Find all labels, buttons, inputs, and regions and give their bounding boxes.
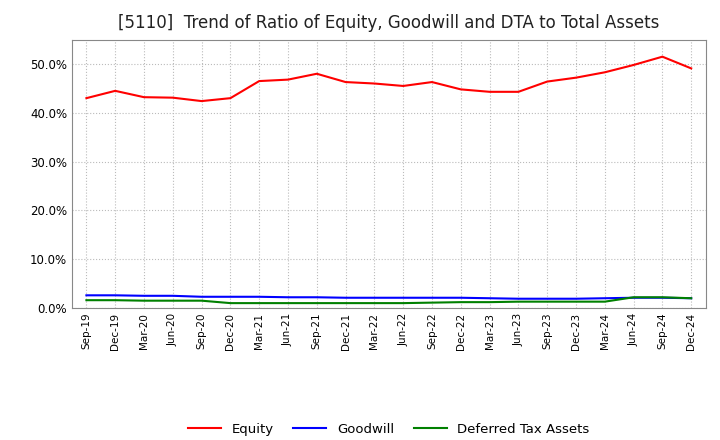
Equity bbox=[600, 70, 609, 75]
Deferred Tax Assets bbox=[572, 299, 580, 304]
Equity bbox=[312, 71, 321, 77]
Equity bbox=[341, 79, 350, 84]
Deferred Tax Assets bbox=[543, 299, 552, 304]
Equity bbox=[485, 89, 494, 95]
Equity bbox=[226, 95, 235, 101]
Goodwill bbox=[168, 293, 177, 298]
Equity bbox=[284, 77, 292, 82]
Equity bbox=[140, 95, 148, 100]
Equity bbox=[456, 87, 465, 92]
Goodwill bbox=[658, 295, 667, 301]
Goodwill bbox=[399, 295, 408, 301]
Goodwill bbox=[514, 296, 523, 301]
Goodwill bbox=[226, 294, 235, 299]
Deferred Tax Assets bbox=[456, 300, 465, 305]
Deferred Tax Assets bbox=[370, 301, 379, 306]
Equity bbox=[629, 62, 638, 68]
Goodwill bbox=[82, 293, 91, 298]
Goodwill bbox=[629, 295, 638, 301]
Goodwill bbox=[370, 295, 379, 301]
Equity bbox=[658, 54, 667, 59]
Goodwill bbox=[572, 296, 580, 301]
Deferred Tax Assets bbox=[514, 299, 523, 304]
Equity bbox=[370, 81, 379, 86]
Goodwill bbox=[312, 295, 321, 300]
Equity bbox=[543, 79, 552, 84]
Goodwill bbox=[111, 293, 120, 298]
Deferred Tax Assets bbox=[255, 301, 264, 306]
Deferred Tax Assets bbox=[226, 301, 235, 306]
Deferred Tax Assets bbox=[658, 295, 667, 300]
Goodwill bbox=[456, 295, 465, 301]
Line: Equity: Equity bbox=[86, 57, 691, 101]
Deferred Tax Assets bbox=[485, 300, 494, 305]
Equity bbox=[111, 88, 120, 93]
Equity bbox=[514, 89, 523, 95]
Deferred Tax Assets bbox=[284, 301, 292, 306]
Equity bbox=[255, 78, 264, 84]
Goodwill bbox=[255, 294, 264, 299]
Deferred Tax Assets bbox=[399, 301, 408, 306]
Deferred Tax Assets bbox=[600, 299, 609, 304]
Goodwill bbox=[197, 294, 206, 299]
Goodwill bbox=[140, 293, 148, 298]
Goodwill bbox=[428, 295, 436, 301]
Equity bbox=[428, 79, 436, 84]
Deferred Tax Assets bbox=[428, 300, 436, 305]
Deferred Tax Assets bbox=[687, 296, 696, 301]
Deferred Tax Assets bbox=[82, 297, 91, 303]
Goodwill bbox=[485, 296, 494, 301]
Line: Deferred Tax Assets: Deferred Tax Assets bbox=[86, 297, 691, 303]
Deferred Tax Assets bbox=[312, 301, 321, 306]
Goodwill bbox=[284, 295, 292, 300]
Goodwill bbox=[600, 296, 609, 301]
Legend: Equity, Goodwill, Deferred Tax Assets: Equity, Goodwill, Deferred Tax Assets bbox=[183, 418, 595, 440]
Equity bbox=[168, 95, 177, 100]
Goodwill bbox=[687, 296, 696, 301]
Deferred Tax Assets bbox=[168, 298, 177, 303]
Equity bbox=[572, 75, 580, 81]
Equity bbox=[687, 66, 696, 71]
Goodwill bbox=[341, 295, 350, 301]
Deferred Tax Assets bbox=[629, 295, 638, 300]
Equity bbox=[82, 95, 91, 101]
Deferred Tax Assets bbox=[111, 297, 120, 303]
Deferred Tax Assets bbox=[341, 301, 350, 306]
Deferred Tax Assets bbox=[140, 298, 148, 303]
Goodwill bbox=[543, 296, 552, 301]
Equity bbox=[399, 83, 408, 88]
Equity bbox=[197, 99, 206, 104]
Deferred Tax Assets bbox=[197, 298, 206, 303]
Line: Goodwill: Goodwill bbox=[86, 295, 691, 299]
Title: [5110]  Trend of Ratio of Equity, Goodwill and DTA to Total Assets: [5110] Trend of Ratio of Equity, Goodwil… bbox=[118, 15, 660, 33]
